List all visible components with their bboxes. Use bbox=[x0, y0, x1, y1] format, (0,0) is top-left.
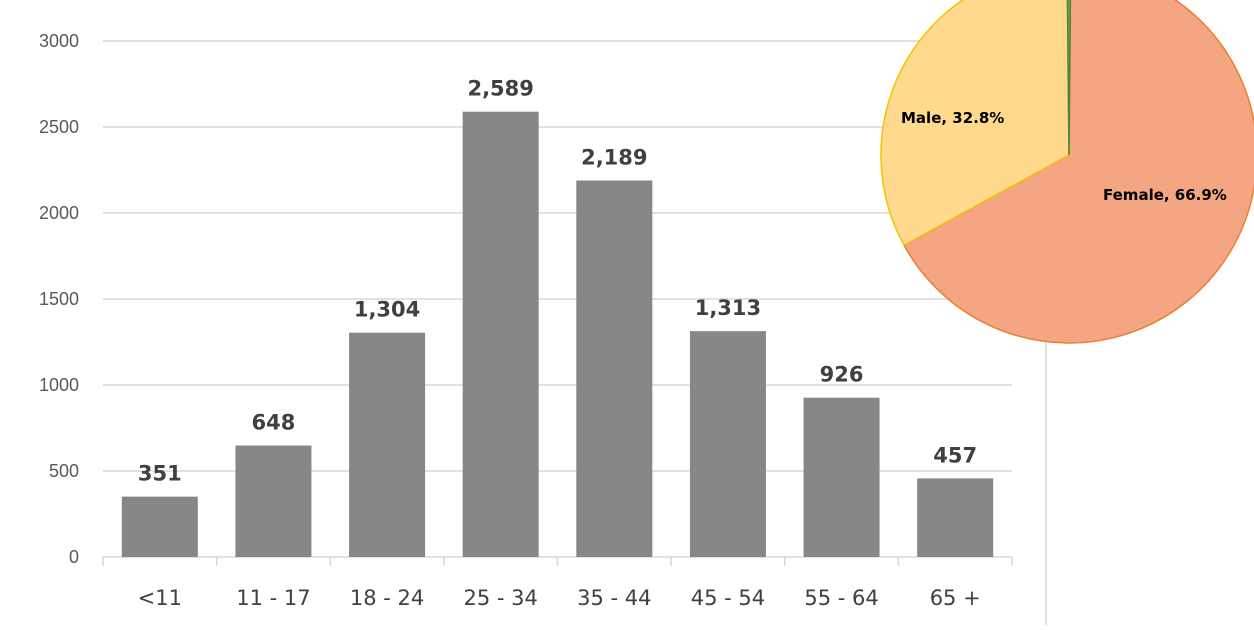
y-tick-label: 500 bbox=[49, 461, 79, 481]
pie-slice bbox=[880, 0, 1070, 247]
y-tick-label: 1000 bbox=[39, 375, 79, 395]
x-tick-label: 65 + bbox=[930, 586, 981, 610]
pie-label-male: Male, 32.8% bbox=[901, 109, 1004, 127]
bar bbox=[462, 111, 539, 557]
x-tick-label: 11 - 17 bbox=[236, 586, 310, 610]
bar bbox=[121, 496, 198, 557]
x-tick-label: 25 - 34 bbox=[464, 586, 538, 610]
bar-data-label: 2,589 bbox=[467, 77, 533, 101]
x-tick-label: 18 - 24 bbox=[350, 586, 424, 610]
bar bbox=[917, 478, 994, 557]
x-tick-label: 45 - 54 bbox=[691, 586, 765, 610]
bar bbox=[576, 180, 653, 557]
age-bar-chart: 0 500 1000 1500 2000 2500 3000 351 <11 648 11 - 17… bbox=[39, 31, 1013, 610]
bar-data-label: 1,304 bbox=[354, 298, 420, 322]
bar-data-label: 351 bbox=[138, 462, 182, 486]
x-tick-label: 55 - 64 bbox=[804, 586, 878, 610]
pie-slice bbox=[903, 0, 1254, 344]
y-tick-label: 2500 bbox=[39, 117, 79, 137]
y-tick-label: 3000 bbox=[39, 31, 79, 51]
bar bbox=[349, 332, 426, 557]
bar-data-label: 2,189 bbox=[581, 145, 647, 169]
bar-data-label: 648 bbox=[252, 411, 296, 435]
pie-slice bbox=[1066, 0, 1072, 156]
y-tick-label: 2000 bbox=[39, 203, 79, 223]
bar-data-label: 457 bbox=[933, 443, 977, 467]
pie-label-female: Female, 66.9% bbox=[1103, 186, 1227, 204]
bar bbox=[235, 445, 312, 557]
gender-pie-chart: Female, 66.9% Male, 32.8% bbox=[880, 0, 1254, 344]
y-tick-label: 0 bbox=[69, 547, 79, 567]
bar-data-label: 1,313 bbox=[695, 296, 761, 320]
bar-data-label: 926 bbox=[820, 363, 864, 387]
bar bbox=[803, 397, 880, 557]
y-tick-label: 1500 bbox=[39, 289, 79, 309]
x-tick-label: 35 - 44 bbox=[577, 586, 651, 610]
bar bbox=[689, 331, 766, 557]
x-tick-label: <11 bbox=[138, 586, 182, 610]
